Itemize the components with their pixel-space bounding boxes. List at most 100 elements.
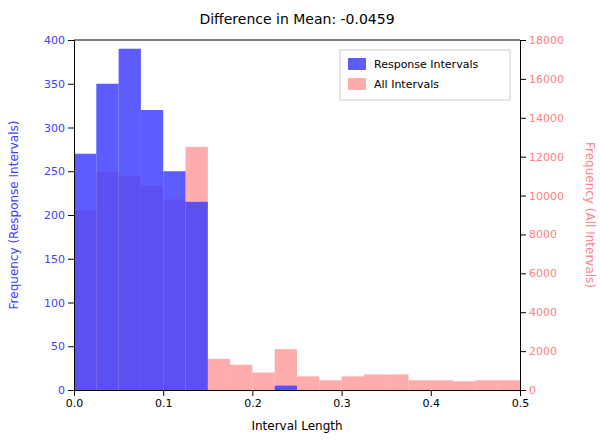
tick-label: 2000 xyxy=(529,345,557,358)
tick-mark xyxy=(68,390,74,391)
tick-mark xyxy=(68,303,74,304)
tick-label: 8000 xyxy=(529,228,557,241)
tick-label: 150 xyxy=(44,253,65,266)
bar xyxy=(386,374,408,390)
tick-mark xyxy=(252,390,253,396)
bar-series xyxy=(74,49,297,390)
axis-line xyxy=(68,41,75,391)
bar xyxy=(297,376,319,390)
tick-mark xyxy=(520,157,526,158)
tick: 0.4 xyxy=(423,390,441,410)
tick: 0 xyxy=(58,384,74,397)
tick-label: 50 xyxy=(51,340,65,353)
tick-mark xyxy=(68,128,74,129)
bar xyxy=(230,365,252,390)
tick: 0.5 xyxy=(512,390,530,410)
tick-mark xyxy=(68,40,74,41)
axis-line xyxy=(521,41,527,391)
tick-label: 0.2 xyxy=(244,397,262,410)
tick: 0 xyxy=(520,384,536,397)
bar xyxy=(453,390,475,391)
bar xyxy=(431,390,453,391)
tick-label: 0.0 xyxy=(66,397,84,410)
tick: 2000 xyxy=(520,345,557,358)
legend: Response Intervals All Intervals xyxy=(340,50,510,100)
bar xyxy=(319,390,341,391)
tick: 18000 xyxy=(520,34,564,47)
bar xyxy=(208,359,230,390)
tick: 400 xyxy=(44,34,74,47)
tick: 250 xyxy=(44,165,74,178)
tick: 10000 xyxy=(520,190,564,203)
tick-label: 0.1 xyxy=(155,397,173,410)
tick: 100 xyxy=(44,297,74,310)
tick-label: 250 xyxy=(44,165,65,178)
bar xyxy=(498,390,520,391)
bar xyxy=(431,380,453,390)
tick-label: 0.5 xyxy=(512,397,530,410)
bar xyxy=(141,110,163,390)
tick: 50 xyxy=(51,340,74,353)
tick-mark xyxy=(520,390,526,391)
tick: 14000 xyxy=(520,112,564,125)
tick-label: 300 xyxy=(44,122,65,135)
tick: 0.1 xyxy=(155,390,173,410)
bar xyxy=(364,374,386,390)
legend-label: Response Intervals xyxy=(374,58,478,71)
x-axis-title: Interval Length xyxy=(251,419,342,433)
bar xyxy=(453,381,475,390)
chart: 0.00.10.20.30.40.50501001502002503003504… xyxy=(0,0,600,442)
tick-label: 18000 xyxy=(529,34,564,47)
bar xyxy=(252,373,274,391)
bar xyxy=(475,390,497,391)
bar xyxy=(186,202,208,390)
plot-area xyxy=(74,49,520,390)
bar xyxy=(208,390,230,391)
tick-mark xyxy=(520,118,526,119)
legend-swatch xyxy=(348,78,366,90)
tick-label: 14000 xyxy=(529,112,564,125)
tick: 6000 xyxy=(520,267,557,280)
tick-mark xyxy=(68,215,74,216)
tick-mark xyxy=(163,390,164,396)
bar xyxy=(342,376,364,390)
tick-label: 6000 xyxy=(529,267,557,280)
tick-mark xyxy=(520,234,526,235)
tick-mark xyxy=(520,40,526,41)
tick: 0.2 xyxy=(244,390,262,410)
tick-label: 200 xyxy=(44,209,65,222)
tick-mark xyxy=(342,390,343,396)
frame-line xyxy=(74,40,520,41)
tick-mark xyxy=(68,171,74,172)
bar xyxy=(119,49,141,390)
tick-mark xyxy=(520,273,526,274)
tick-label: 0.4 xyxy=(423,397,441,410)
tick: 0.3 xyxy=(333,390,351,410)
tick-label: 12000 xyxy=(529,151,564,164)
tick: 150 xyxy=(44,253,74,266)
bar xyxy=(252,390,274,391)
legend-item: All Intervals xyxy=(348,78,439,91)
tick: 200 xyxy=(44,209,74,222)
bar xyxy=(230,390,252,391)
tick: 300 xyxy=(44,122,74,135)
bar xyxy=(74,154,96,390)
y2-axis-title: Frequency (All Intervals) xyxy=(583,142,597,288)
bar xyxy=(386,390,408,391)
tick-mark xyxy=(68,346,74,347)
tick: 12000 xyxy=(520,151,564,164)
bar xyxy=(475,380,497,390)
bar xyxy=(186,147,208,390)
tick-mark xyxy=(431,390,432,396)
bar xyxy=(498,380,520,390)
bar xyxy=(297,390,319,391)
tick-label: 16000 xyxy=(529,73,564,86)
tick: 16000 xyxy=(520,73,564,86)
legend-item: Response Intervals xyxy=(348,58,478,71)
axis-line xyxy=(75,391,521,397)
bar xyxy=(163,171,185,390)
tick-label: 400 xyxy=(44,34,65,47)
bar xyxy=(409,390,431,391)
bar xyxy=(96,84,118,390)
tick-label: 0.3 xyxy=(333,397,351,410)
